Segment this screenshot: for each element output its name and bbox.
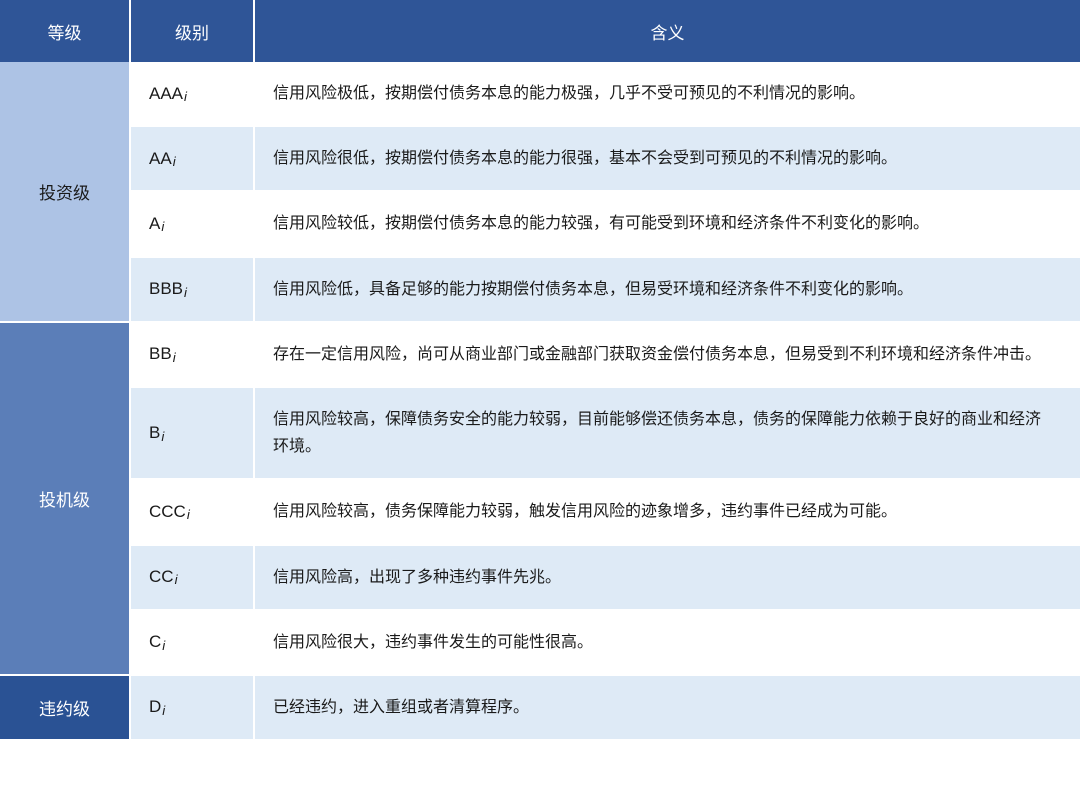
desc-cell: 信用风险极低，按期偿付债务本息的能力极强，几乎不受可预见的不利情况的影响。 xyxy=(254,62,1080,126)
level-main: A xyxy=(149,214,160,233)
level-main: C xyxy=(149,632,161,651)
desc-cell: 已经违约，进入重组或者清算程序。 xyxy=(254,675,1080,739)
desc-cell: 信用风险很大，违约事件发生的可能性很高。 xyxy=(254,610,1080,675)
level-main: B xyxy=(149,423,160,442)
level-sub: i xyxy=(161,219,164,234)
table-row: BBBi 信用风险低，具备足够的能力按期偿付债务本息，但易受环境和经济条件不利变… xyxy=(0,257,1080,322)
level-main: AAA xyxy=(149,84,183,103)
rating-table: 等级 级别 含义 投资级 AAAi 信用风险极低，按期偿付债务本息的能力极强，几… xyxy=(0,0,1080,739)
desc-cell: 存在一定信用风险，尚可从商业部门或金融部门获取资金偿付债务本息，但易受到不利环境… xyxy=(254,322,1080,387)
col-header-meaning: 含义 xyxy=(254,0,1080,62)
level-main: BB xyxy=(149,344,172,363)
table-row: Ai 信用风险较低，按期偿付债务本息的能力较强，有可能受到环境和经济条件不利变化… xyxy=(0,191,1080,256)
level-cell: BBi xyxy=(130,322,254,387)
level-cell: CCi xyxy=(130,545,254,610)
level-sub: i xyxy=(184,285,187,300)
table-row: 投机级 BBi 存在一定信用风险，尚可从商业部门或金融部门获取资金偿付债务本息，… xyxy=(0,322,1080,387)
table-row: Ci 信用风险很大，违约事件发生的可能性很高。 xyxy=(0,610,1080,675)
level-cell: Ci xyxy=(130,610,254,675)
category-cell-default: 违约级 xyxy=(0,675,130,739)
level-sub: i xyxy=(161,429,164,444)
desc-cell: 信用风险很低，按期偿付债务本息的能力很强，基本不会受到可预见的不利情况的影响。 xyxy=(254,126,1080,191)
level-main: AA xyxy=(149,149,172,168)
desc-cell: 信用风险低，具备足够的能力按期偿付债务本息，但易受环境和经济条件不利变化的影响。 xyxy=(254,257,1080,322)
table-row: CCi 信用风险高，出现了多种违约事件先兆。 xyxy=(0,545,1080,610)
level-cell: AAAi xyxy=(130,62,254,126)
level-main: CC xyxy=(149,567,174,586)
level-sub: i xyxy=(162,638,165,653)
table-header-row: 等级 级别 含义 xyxy=(0,0,1080,62)
level-cell: CCCi xyxy=(130,479,254,544)
level-sub: i xyxy=(187,507,190,522)
level-main: D xyxy=(149,697,161,716)
level-cell: AAi xyxy=(130,126,254,191)
table-row: 违约级 Di 已经违约，进入重组或者清算程序。 xyxy=(0,675,1080,739)
level-sub: i xyxy=(175,572,178,587)
level-sub: i xyxy=(173,350,176,365)
table-row: 投资级 AAAi 信用风险极低，按期偿付债务本息的能力极强，几乎不受可预见的不利… xyxy=(0,62,1080,126)
category-cell-investment: 投资级 xyxy=(0,62,130,322)
col-header-level: 级别 xyxy=(130,0,254,62)
level-cell: Di xyxy=(130,675,254,739)
level-main: BBB xyxy=(149,279,183,298)
table-row: CCCi 信用风险较高，债务保障能力较弱，触发信用风险的迹象增多，违约事件已经成… xyxy=(0,479,1080,544)
table-row: AAi 信用风险很低，按期偿付债务本息的能力很强，基本不会受到可预见的不利情况的… xyxy=(0,126,1080,191)
desc-cell: 信用风险高，出现了多种违约事件先兆。 xyxy=(254,545,1080,610)
desc-cell: 信用风险较高，债务保障能力较弱，触发信用风险的迹象增多，违约事件已经成为可能。 xyxy=(254,479,1080,544)
desc-cell: 信用风险较低，按期偿付债务本息的能力较强，有可能受到环境和经济条件不利变化的影响… xyxy=(254,191,1080,256)
level-main: CCC xyxy=(149,502,186,521)
desc-cell: 信用风险较高，保障债务安全的能力较弱，目前能够偿还债务本息，债务的保障能力依赖于… xyxy=(254,387,1080,479)
level-cell: BBBi xyxy=(130,257,254,322)
level-cell: Ai xyxy=(130,191,254,256)
level-sub: i xyxy=(162,703,165,718)
level-sub: i xyxy=(173,154,176,169)
category-cell-speculative: 投机级 xyxy=(0,322,130,675)
level-sub: i xyxy=(184,89,187,104)
rating-table-wrapper: 等级 级别 含义 投资级 AAAi 信用风险极低，按期偿付债务本息的能力极强，几… xyxy=(0,0,1080,739)
table-row: Bi 信用风险较高，保障债务安全的能力较弱，目前能够偿还债务本息，债务的保障能力… xyxy=(0,387,1080,479)
col-header-grade: 等级 xyxy=(0,0,130,62)
level-cell: Bi xyxy=(130,387,254,479)
